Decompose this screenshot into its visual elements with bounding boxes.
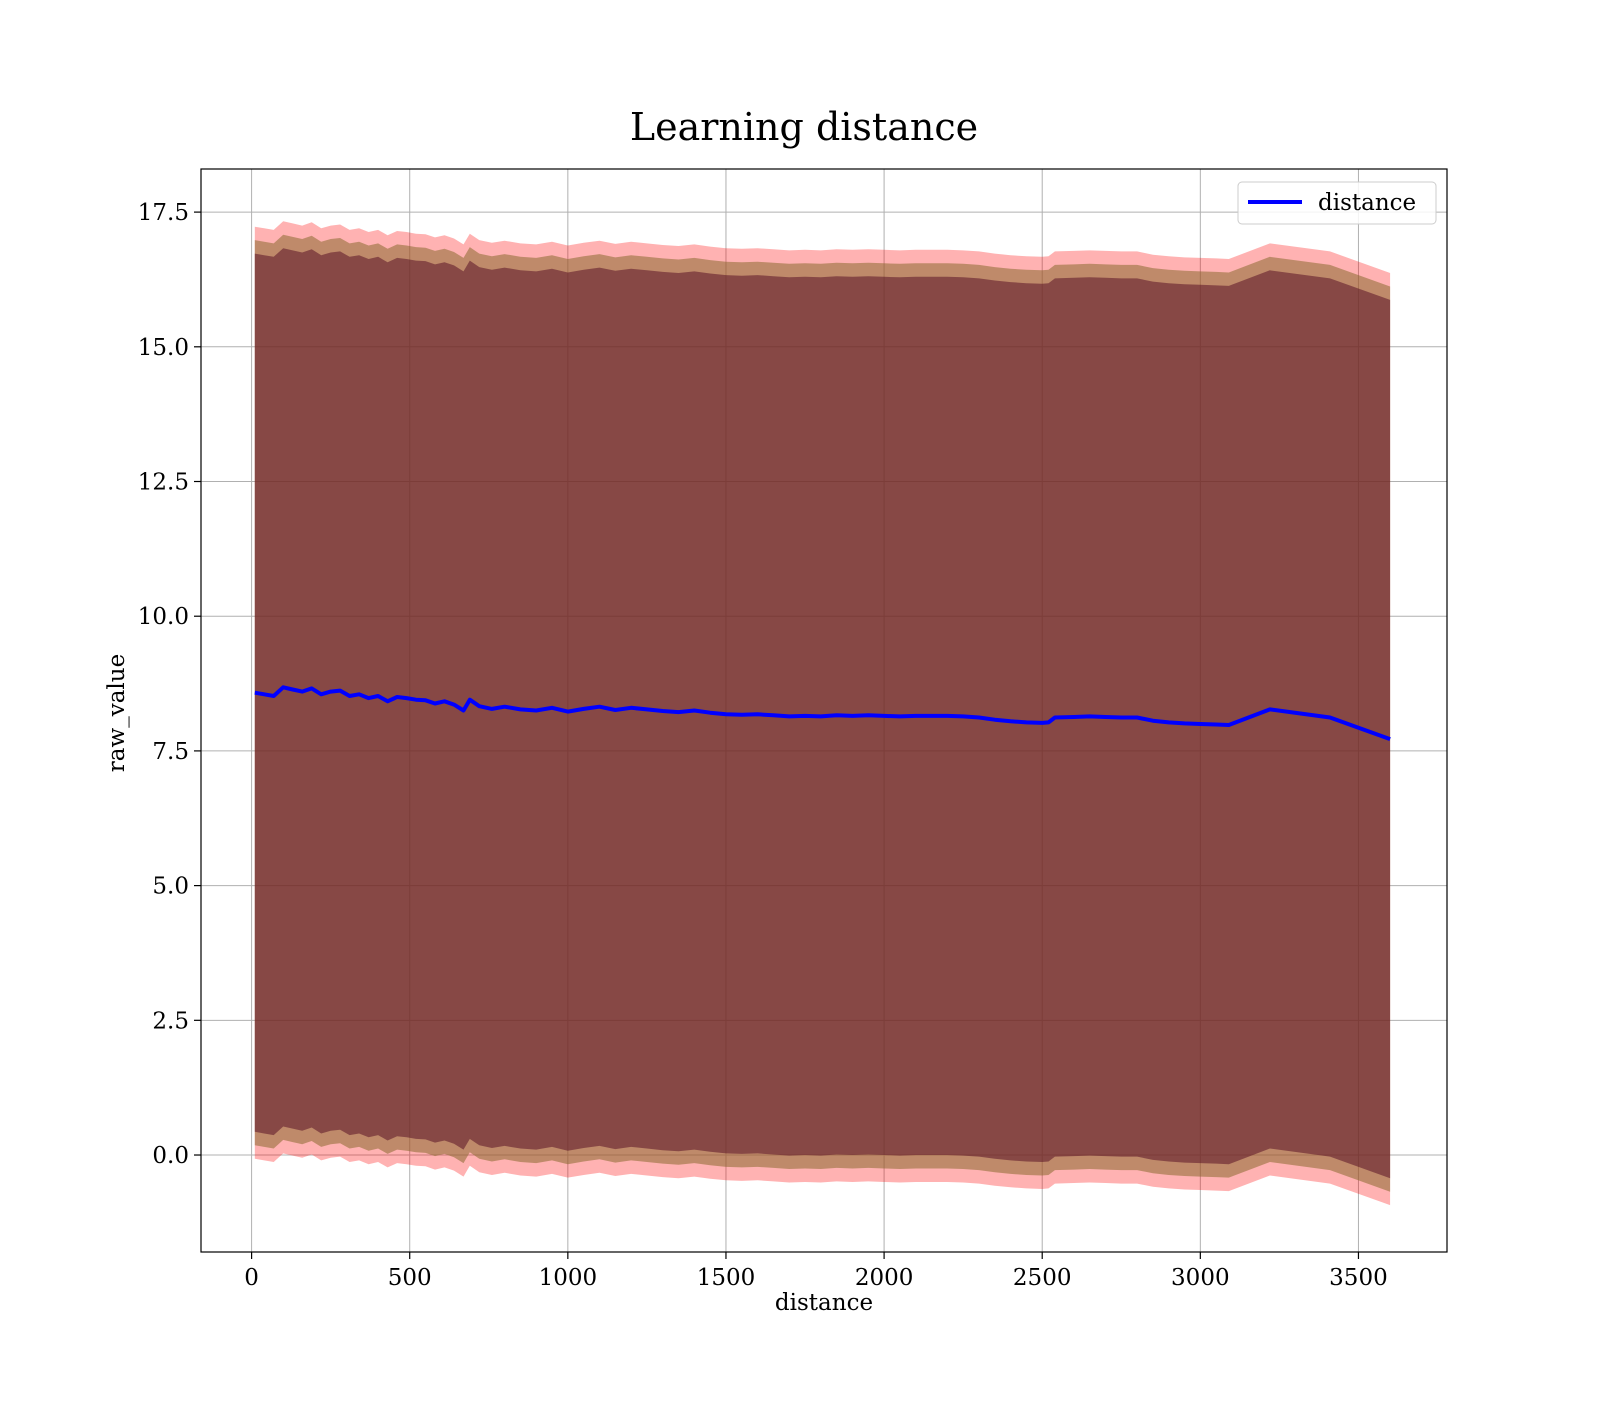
y-tick-label: 17.5	[138, 200, 189, 226]
x-tick-label: 500	[388, 1265, 432, 1291]
y-tick-label: 0.0	[152, 1143, 189, 1169]
y-tick-label: 15.0	[138, 335, 189, 361]
x-tick-label: 1000	[539, 1265, 598, 1291]
x-tick-label: 1500	[697, 1265, 756, 1291]
chart-title: Learning distance	[630, 105, 978, 149]
y-tick-label: 10.0	[138, 604, 189, 630]
y-tick-label: 7.5	[152, 739, 189, 765]
x-tick-label: 2500	[1013, 1265, 1072, 1291]
legend: distance	[1237, 181, 1437, 225]
band-layer	[254, 221, 1391, 1206]
x-tick-label: 3000	[1171, 1265, 1230, 1291]
x-axis-label: distance	[775, 1290, 873, 1316]
y-tick-label: 2.5	[152, 1008, 189, 1034]
x-tick-label: 0	[244, 1265, 259, 1291]
legend-label-distance: distance	[1318, 190, 1416, 216]
legend-box	[1237, 181, 1437, 225]
y-tick-label: 12.5	[138, 470, 189, 496]
confidence-band-3	[254, 248, 1391, 1179]
x-tick-label: 2000	[855, 1265, 914, 1291]
x-tick-label: 3500	[1329, 1265, 1388, 1291]
y-tick-label: 5.0	[152, 874, 189, 900]
plot-frame	[200, 168, 1448, 1253]
series-line-distance	[254, 685, 1391, 741]
line-layer	[254, 685, 1391, 741]
tick-layer: 0 500 1000 1500 2000 2500 3000 3500 0.0 2.5 5.0 7.5…	[138, 200, 1388, 1291]
y-axis-label: raw_value	[104, 654, 130, 772]
